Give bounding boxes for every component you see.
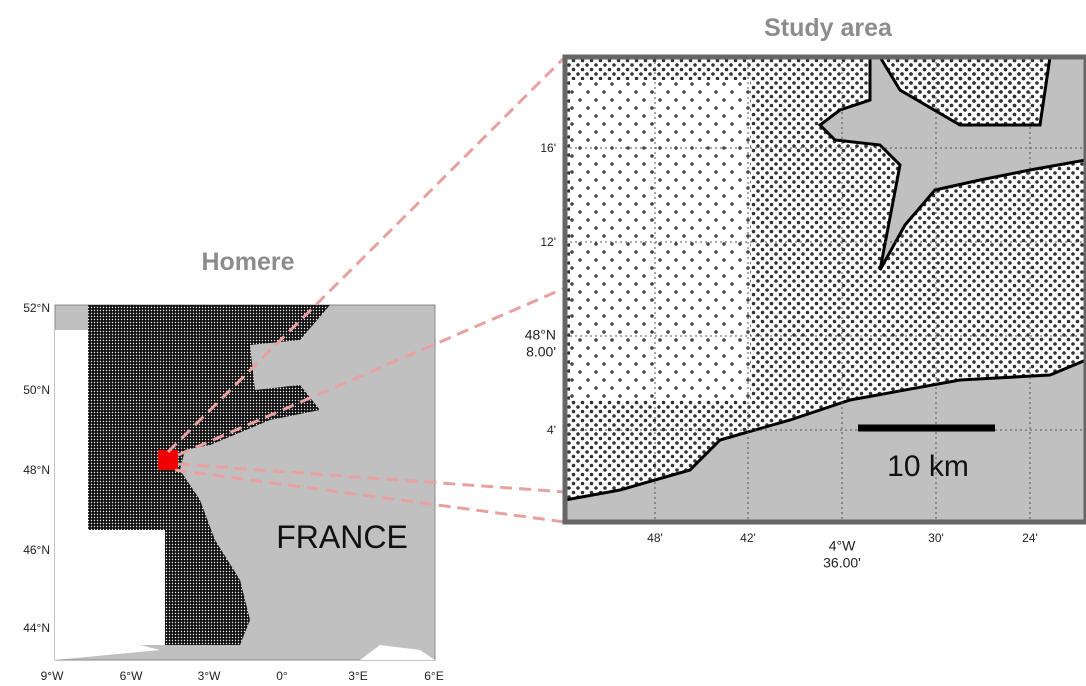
right-map: 10 km Study area 16' 12' 48°N 8.00' 4' 48' 42'… xyxy=(525,14,1086,571)
sea-edge xyxy=(55,640,435,660)
tick-label-line: 48°N xyxy=(525,327,556,343)
tick-label: 48°N 8.00' xyxy=(525,327,556,360)
tick-label: 48' xyxy=(647,531,663,545)
tick-label: 44°N xyxy=(23,621,50,635)
map-title: Homere xyxy=(201,248,294,276)
outside-domain xyxy=(55,330,165,645)
tick-label: 42' xyxy=(740,531,756,545)
tick-label-line: 4°W xyxy=(829,538,856,554)
country-label: FRANCE xyxy=(276,519,408,555)
tick-label: 24' xyxy=(1022,531,1038,545)
tick-label: 6°E xyxy=(424,669,443,683)
tick-label: 4' xyxy=(547,423,556,437)
scale-label: 10 km xyxy=(887,450,969,483)
tick-label: 9°W xyxy=(41,669,64,683)
tick-label: 50°N xyxy=(23,383,50,397)
tick-label-line: 36.00' xyxy=(823,555,861,571)
tick-label: 12' xyxy=(540,235,556,249)
tick-label: 48°N xyxy=(23,463,50,477)
island-mesh xyxy=(890,57,1030,115)
tick-label: 0° xyxy=(276,669,288,683)
grid xyxy=(565,57,1086,522)
connectors xyxy=(166,55,567,524)
land xyxy=(563,358,1086,524)
tick-label: 3°E xyxy=(348,669,367,683)
sparse-dots xyxy=(570,80,750,400)
study-area-box xyxy=(158,450,178,470)
tick-label: 30' xyxy=(928,531,944,545)
tick-label: 6°W xyxy=(120,669,143,683)
tick-label: 16' xyxy=(540,141,556,155)
tick-label: 4°W 36.00' xyxy=(823,538,861,571)
map-title: Study area xyxy=(764,14,893,42)
tick-label: 3°W xyxy=(198,669,221,683)
frame-border xyxy=(562,54,1086,525)
tick-label: 46°N xyxy=(23,543,50,557)
tick-label-line: 8.00' xyxy=(526,344,556,360)
mesh-area xyxy=(88,305,330,645)
tick-label: 52°N xyxy=(23,301,50,315)
left-map: Homere FRANCE 52°N 50°N 48°N 46°N 44°N 9°W 6°W… xyxy=(23,248,444,683)
